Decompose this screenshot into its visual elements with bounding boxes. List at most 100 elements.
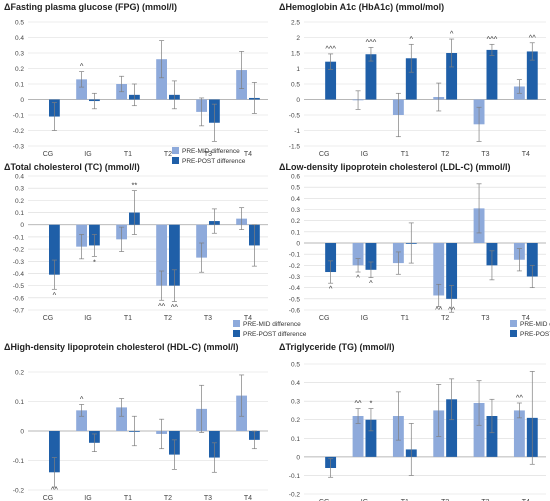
legend-label-mid: PRE-MID difference bbox=[520, 321, 550, 328]
chart-title: ΔFasting plasma glucose (FPG) (mmol/l) bbox=[4, 2, 177, 12]
x-tick-label: IG bbox=[361, 315, 368, 322]
y-tick-label: 0 bbox=[296, 97, 300, 104]
x-tick-label: CG bbox=[319, 151, 330, 158]
legend-label-post: PRE-POST difference bbox=[243, 331, 307, 338]
legend-label-post: PRE-POST difference bbox=[520, 331, 550, 338]
bar bbox=[405, 58, 417, 100]
chart-title: ΔLow-density lipoprotein cholesterol (LD… bbox=[279, 162, 510, 172]
y-tick-label: 0.4 bbox=[15, 35, 24, 42]
bar bbox=[352, 416, 364, 457]
bar bbox=[76, 410, 87, 431]
x-tick-label: IG bbox=[361, 499, 368, 501]
x-tick-label: T2 bbox=[441, 499, 449, 501]
y-tick-label: 0.4 bbox=[291, 380, 300, 387]
legend-swatch-post bbox=[510, 330, 517, 337]
y-tick-label: -0.7 bbox=[13, 308, 25, 315]
x-tick-label: T2 bbox=[164, 495, 172, 501]
y-tick-label: 0.4 bbox=[15, 174, 24, 181]
significance-marker: ^^^ bbox=[366, 37, 377, 46]
x-tick-label: T3 bbox=[481, 499, 489, 501]
y-tick-label: -0.2 bbox=[289, 263, 301, 270]
y-tick-label: -0.5 bbox=[289, 113, 301, 120]
x-tick-label: T2 bbox=[441, 151, 449, 158]
significance-marker: ^^ bbox=[171, 302, 179, 311]
chart-title: ΔHemoglobin A1c (HbA1c) (mmol/mol) bbox=[279, 2, 444, 12]
bar bbox=[352, 243, 364, 266]
legend-swatch-mid bbox=[233, 320, 240, 327]
x-tick-label: T4 bbox=[522, 315, 530, 322]
x-tick-label: T1 bbox=[401, 315, 409, 322]
x-tick-label: T1 bbox=[124, 151, 132, 158]
y-tick-label: 0 bbox=[296, 454, 300, 461]
y-tick-label: -0.4 bbox=[289, 285, 301, 292]
bar bbox=[526, 243, 538, 277]
y-tick-label: -0.5 bbox=[13, 283, 25, 290]
chart-title: ΔTriglyceride (TG) (mmol/l) bbox=[279, 342, 394, 352]
x-tick-label: IG bbox=[84, 315, 91, 322]
x-tick-label: T2 bbox=[441, 315, 449, 322]
y-tick-label: 0.5 bbox=[15, 20, 24, 27]
bar bbox=[325, 61, 337, 100]
y-tick-label: 0.3 bbox=[291, 207, 300, 214]
bar bbox=[196, 224, 207, 258]
legend-swatch-post bbox=[172, 157, 179, 164]
y-tick-label: -0.3 bbox=[13, 144, 25, 151]
bar bbox=[169, 224, 180, 286]
y-tick-label: 0 bbox=[20, 429, 24, 436]
x-tick-label: T1 bbox=[401, 499, 409, 501]
y-tick-label: 0.3 bbox=[15, 186, 24, 193]
y-tick-label: 0.1 bbox=[15, 82, 24, 89]
significance-marker: ^ bbox=[369, 279, 373, 288]
x-tick-label: T3 bbox=[204, 151, 212, 158]
bar bbox=[486, 416, 498, 457]
significance-marker: ^^ bbox=[529, 33, 537, 42]
legend-swatch-mid bbox=[510, 320, 517, 327]
y-tick-label: -0.3 bbox=[289, 274, 301, 281]
significance-marker: ^^^ bbox=[325, 44, 336, 53]
significance-marker: ^ bbox=[329, 284, 333, 293]
significance-marker: ^ bbox=[53, 290, 57, 299]
y-tick-label: -0.5 bbox=[289, 296, 301, 303]
y-tick-label: 0.1 bbox=[291, 229, 300, 236]
legend-swatch-mid bbox=[172, 147, 179, 154]
y-tick-label: 0.5 bbox=[291, 362, 300, 369]
significance-marker: * bbox=[93, 257, 96, 266]
y-tick-label: -0.2 bbox=[13, 488, 25, 495]
y-tick-label: 0.5 bbox=[291, 82, 300, 89]
x-tick-label: CG bbox=[43, 495, 54, 501]
legend-label-mid: PRE-MID difference bbox=[243, 321, 301, 328]
x-tick-label: T4 bbox=[244, 315, 252, 322]
legend-swatch-post bbox=[233, 330, 240, 337]
y-tick-label: -0.1 bbox=[13, 113, 25, 120]
significance-marker: ^^ bbox=[435, 305, 443, 314]
bar bbox=[433, 243, 445, 296]
x-tick-label: T4 bbox=[244, 495, 252, 501]
bar bbox=[513, 410, 525, 457]
y-tick-label: 0.2 bbox=[291, 417, 300, 424]
y-tick-label: 0 bbox=[20, 97, 24, 104]
x-tick-label: T1 bbox=[124, 495, 132, 501]
bar bbox=[365, 419, 377, 457]
y-tick-label: 0 bbox=[296, 241, 300, 248]
y-tick-label: -0.6 bbox=[13, 295, 25, 302]
x-tick-label: IG bbox=[84, 495, 91, 501]
y-tick-label: 2.5 bbox=[291, 20, 300, 27]
bar bbox=[365, 243, 377, 270]
y-tick-label: -1.5 bbox=[289, 144, 301, 151]
x-tick-label: T4 bbox=[522, 499, 530, 501]
significance-marker: ^^ bbox=[355, 399, 363, 408]
x-tick-label: T3 bbox=[204, 315, 212, 322]
y-tick-label: -0.1 bbox=[13, 458, 25, 465]
x-tick-label: T3 bbox=[204, 495, 212, 501]
bar bbox=[526, 51, 538, 100]
significance-marker: ^ bbox=[80, 62, 84, 71]
x-tick-label: T2 bbox=[164, 151, 172, 158]
y-tick-label: 2 bbox=[296, 35, 300, 42]
significance-marker: ** bbox=[131, 181, 137, 190]
x-tick-label: T2 bbox=[164, 315, 172, 322]
bar bbox=[156, 224, 167, 286]
x-tick-label: T1 bbox=[124, 315, 132, 322]
y-tick-label: 0.4 bbox=[291, 196, 300, 203]
chart-title: ΔHigh-density lipoprotein cholesterol (H… bbox=[4, 342, 238, 352]
bar bbox=[486, 49, 498, 100]
